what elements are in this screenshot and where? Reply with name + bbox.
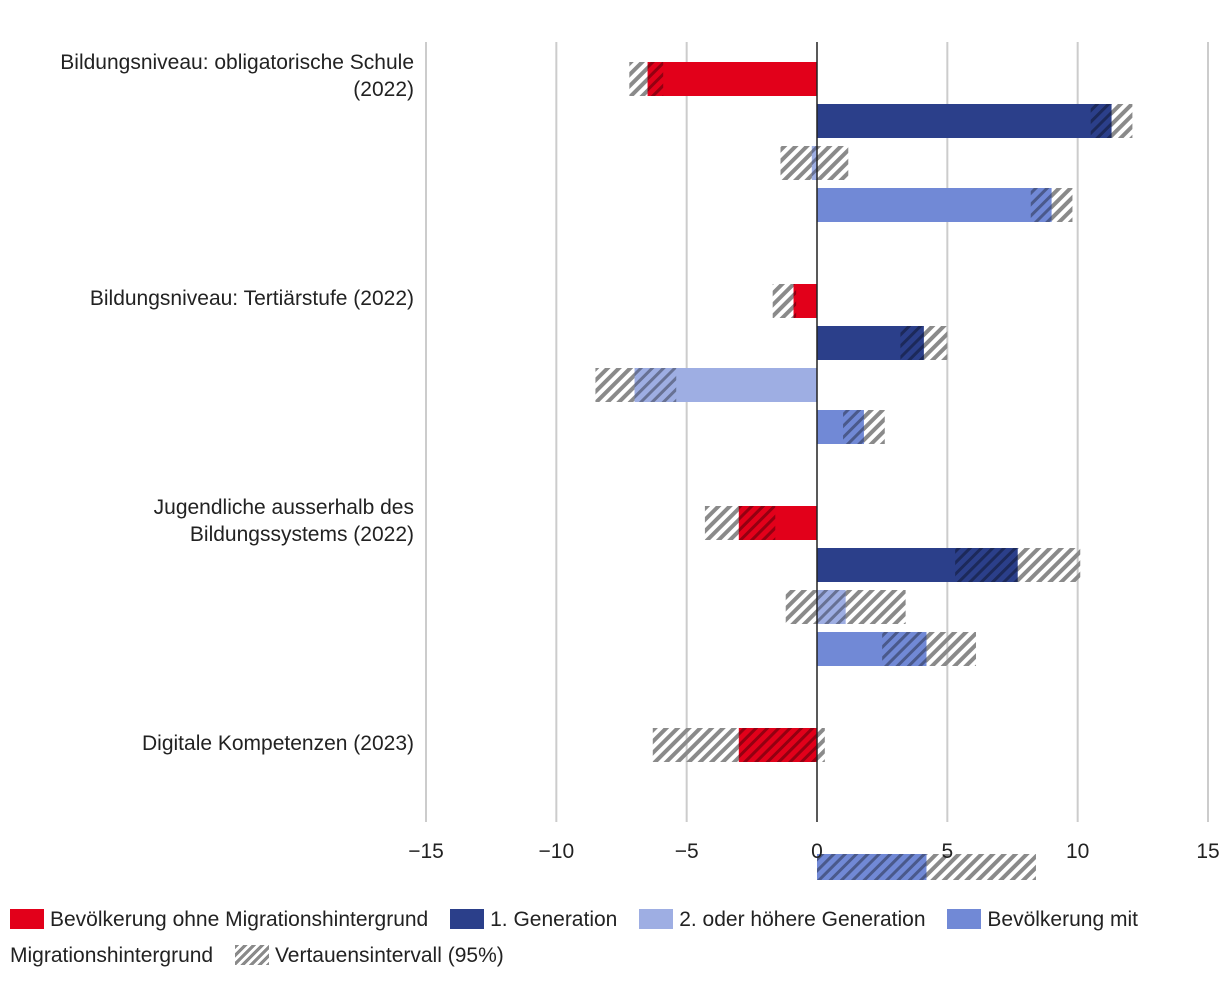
ci-layer bbox=[595, 62, 1133, 880]
bar bbox=[647, 62, 817, 96]
legend-label: 1. Generation bbox=[490, 908, 618, 931]
x-tick-label: 5 bbox=[941, 840, 953, 863]
ci-overlap bbox=[843, 410, 864, 444]
category-label-line: Bildungssystems (2022) bbox=[189, 523, 414, 546]
ci-overlap bbox=[811, 146, 817, 180]
overlap-layer bbox=[634, 62, 1112, 880]
legend-item-ohne-migration: Bevölkerung ohne Migrationshintergrund bbox=[10, 908, 428, 931]
grid-lines bbox=[425, 42, 1209, 822]
category-label-line: Digitale Kompetenzen (2023) bbox=[142, 732, 414, 755]
x-tick-label: −15 bbox=[408, 840, 444, 863]
legend-item-1-generation: 1. Generation bbox=[450, 908, 617, 931]
legend-label: Bevölkerung ohne Migrationshintergrund bbox=[50, 908, 429, 931]
legend-item-2-generation: 2. oder höhere Generation bbox=[639, 908, 926, 931]
legend: Bevölkerung ohne Migrationshintergrund 1… bbox=[10, 902, 1215, 974]
x-tick-label: 15 bbox=[1196, 840, 1219, 863]
category-label-digitale-kompetenzen: Digitale Kompetenzen (2023) bbox=[0, 730, 414, 757]
ci-overlap bbox=[793, 284, 797, 318]
legend-label: Vertauensintervall (95%) bbox=[274, 944, 504, 967]
legend-swatch bbox=[639, 909, 674, 929]
legend-swatch bbox=[10, 909, 44, 929]
legend-swatch-hatch bbox=[234, 945, 269, 965]
legend-label: Bevölkerung mit Migrationshintergrund bbox=[10, 908, 1138, 967]
bar-chart-svg: −15 −10 −5 0 5 10 15 bbox=[408, 42, 1220, 880]
legend-item-mit-migration: Bevölkerung mit Migrationshintergrund bbox=[10, 908, 1138, 967]
category-label-line: Jugendliche ausserhalb des bbox=[153, 496, 414, 519]
x-tick-label: 10 bbox=[1066, 840, 1089, 863]
category-label-line: Bildungsniveau: obligatorische Schule bbox=[60, 51, 414, 74]
axis-layer: −15 −10 −5 0 5 10 15 bbox=[408, 42, 1220, 863]
bar bbox=[793, 284, 817, 318]
legend-item-konfidenzintervall: Vertauensintervall (95%) bbox=[234, 944, 504, 967]
bar bbox=[817, 188, 1052, 222]
ci-overlap bbox=[955, 548, 1018, 582]
ci-overlap bbox=[882, 632, 927, 666]
category-label-line: Bildungsniveau: Tertiärstufe (2022) bbox=[89, 287, 414, 310]
legend-swatch bbox=[450, 909, 485, 929]
x-tick-label: −5 bbox=[675, 840, 699, 863]
ci-overlap bbox=[634, 368, 677, 402]
ci-overlap bbox=[738, 506, 776, 540]
ci-overlap bbox=[817, 854, 927, 880]
category-label-line: (2022) bbox=[353, 78, 414, 101]
ci-overlap bbox=[738, 728, 817, 762]
ci-overlap bbox=[817, 590, 846, 624]
ci-overlap bbox=[647, 62, 664, 96]
legend-swatch bbox=[947, 909, 982, 929]
x-tick-label: 0 bbox=[811, 840, 823, 863]
category-label-jugendliche: Jugendliche ausserhalb des Bildungssyste… bbox=[0, 494, 414, 548]
x-tick-label: −10 bbox=[539, 840, 575, 863]
category-label-tertiaerstufe: Bildungsniveau: Tertiärstufe (2022) bbox=[0, 285, 414, 312]
legend-label: 2. oder höhere Generation bbox=[679, 908, 926, 931]
ci-overlap bbox=[900, 326, 924, 360]
ci-band bbox=[772, 284, 797, 318]
ci-overlap bbox=[1030, 188, 1052, 222]
ci-overlap bbox=[1090, 104, 1112, 138]
bar bbox=[817, 104, 1112, 138]
category-label-obligatorische-schule: Bildungsniveau: obligatorische Schule (2… bbox=[0, 49, 414, 103]
chart-area: Bildungsniveau: obligatorische Schule (2… bbox=[0, 42, 1220, 880]
